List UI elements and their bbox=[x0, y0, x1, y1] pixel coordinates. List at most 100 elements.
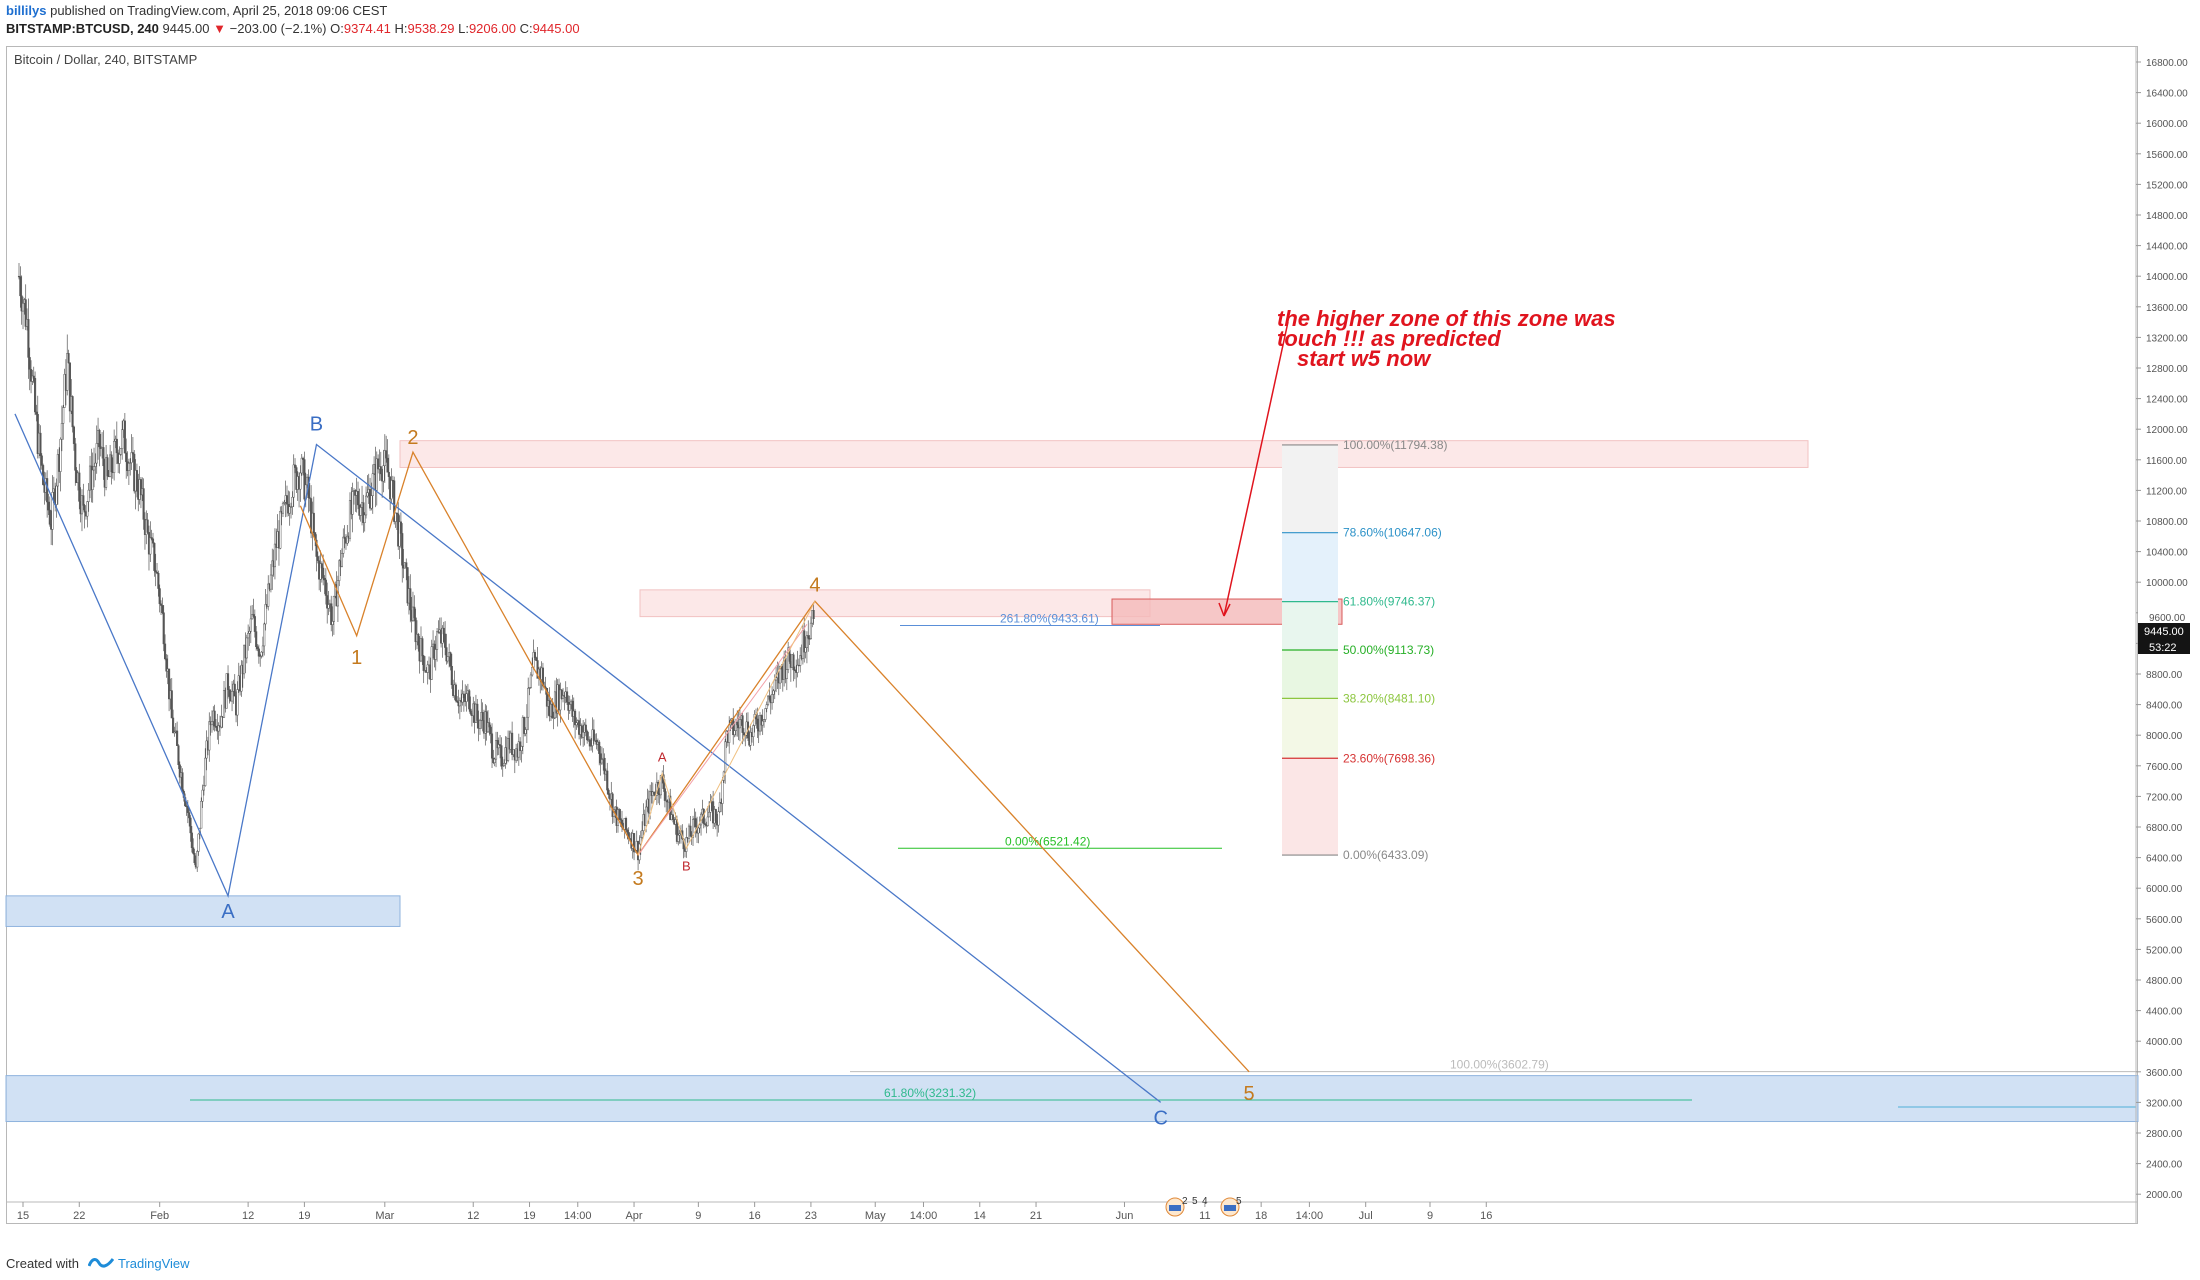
countdown-tag: 53:22 bbox=[2149, 642, 2177, 654]
candle bbox=[533, 652, 536, 658]
candle bbox=[322, 567, 325, 579]
x-tick-label: 19 bbox=[523, 1210, 535, 1222]
y-tick-label: 3600.00 bbox=[2146, 1068, 2183, 1079]
candle bbox=[417, 633, 420, 646]
symbol-label: BITSTAMP:BTCUSD, 240 bbox=[6, 21, 159, 36]
candle bbox=[213, 710, 216, 727]
candle bbox=[292, 464, 295, 498]
candle bbox=[430, 646, 433, 680]
candle bbox=[545, 688, 549, 707]
candle bbox=[413, 606, 416, 619]
annotation-layer: Bitcoin / Dollar, 240, BITSTAMP the high… bbox=[14, 52, 1616, 617]
candle bbox=[524, 729, 527, 734]
candle bbox=[159, 603, 163, 606]
last-price: 9445.00 bbox=[162, 21, 210, 36]
candle bbox=[493, 758, 496, 763]
candle bbox=[71, 396, 74, 428]
candle bbox=[456, 700, 459, 703]
candle bbox=[252, 614, 255, 617]
chart-title: Bitcoin / Dollar, 240, BITSTAMP bbox=[14, 52, 197, 67]
candle bbox=[571, 700, 574, 717]
ohlc-low: 9206.00 bbox=[468, 21, 516, 36]
candle bbox=[511, 732, 514, 755]
annotation-line-1: the higher zone of this zone was bbox=[1277, 306, 1616, 331]
fib-band bbox=[1282, 601, 1338, 650]
candle bbox=[575, 722, 578, 726]
candle bbox=[190, 832, 193, 848]
candle bbox=[406, 567, 409, 604]
candle bbox=[390, 479, 393, 500]
candle bbox=[189, 817, 192, 834]
candle bbox=[574, 710, 577, 726]
candle bbox=[409, 588, 412, 611]
candle bbox=[385, 450, 388, 459]
candle bbox=[785, 669, 788, 679]
author-link[interactable]: billilys bbox=[6, 3, 47, 18]
chart-frame[interactable] bbox=[6, 46, 2138, 1224]
wave-labels-layer: A B C 1 2 3 4 5 A B bbox=[221, 414, 1254, 1130]
candle bbox=[204, 757, 207, 786]
candle bbox=[809, 622, 812, 639]
candle bbox=[619, 818, 622, 821]
intermediate-wave-label: 1 bbox=[351, 647, 362, 669]
candle bbox=[434, 649, 437, 660]
down-arrow-icon: ▼ bbox=[213, 21, 227, 36]
candle bbox=[261, 645, 264, 653]
candle bbox=[342, 536, 345, 554]
candle bbox=[586, 731, 589, 741]
candle bbox=[481, 712, 484, 721]
candle bbox=[196, 851, 199, 868]
y-tick-label: 8400.00 bbox=[2146, 701, 2183, 712]
candle bbox=[450, 665, 453, 685]
minor-wave-line bbox=[637, 601, 816, 856]
candle bbox=[618, 809, 621, 819]
y-tick-label: 14800.00 bbox=[2146, 211, 2188, 222]
candle bbox=[607, 789, 610, 795]
y-tick-label: 8000.00 bbox=[2146, 731, 2183, 742]
candle bbox=[118, 454, 121, 464]
candle bbox=[153, 542, 156, 571]
candle bbox=[312, 512, 315, 533]
candle bbox=[753, 714, 756, 726]
candle bbox=[146, 519, 149, 533]
hidden-tick-label: 9600.00 bbox=[2149, 613, 2186, 624]
candle bbox=[168, 668, 171, 700]
candle bbox=[343, 536, 346, 539]
candle bbox=[351, 491, 354, 515]
candle bbox=[214, 725, 218, 728]
x-tick-label: 14:00 bbox=[564, 1210, 592, 1222]
candle bbox=[469, 708, 472, 714]
x-tick-label: 15 bbox=[17, 1210, 29, 1222]
candle bbox=[503, 762, 506, 767]
candle bbox=[129, 462, 132, 464]
candle bbox=[422, 655, 425, 671]
candle bbox=[66, 353, 69, 391]
footer: Created with TradingView bbox=[0, 1242, 2200, 1280]
candle bbox=[35, 411, 38, 415]
y-tick-label: 5200.00 bbox=[2146, 945, 2183, 956]
candle bbox=[154, 570, 157, 573]
candle bbox=[442, 627, 445, 635]
candle bbox=[264, 604, 267, 625]
fib-level-label: 38.20%(8481.10) bbox=[1343, 691, 1435, 705]
candle bbox=[273, 543, 276, 568]
candle bbox=[68, 362, 71, 412]
candle bbox=[752, 725, 755, 737]
fib-band bbox=[1282, 698, 1338, 759]
candle bbox=[260, 651, 263, 657]
candle bbox=[626, 829, 629, 833]
candle bbox=[316, 556, 319, 561]
candle bbox=[414, 617, 417, 643]
annotation-line-3: start w5 now bbox=[1297, 346, 1432, 371]
y-tick-label: 10800.00 bbox=[2146, 517, 2188, 528]
candle bbox=[288, 506, 291, 514]
candle bbox=[659, 775, 662, 796]
candle bbox=[201, 789, 204, 802]
y-tick-label: 12800.00 bbox=[2146, 364, 2188, 375]
y-tick-label: 6400.00 bbox=[2146, 854, 2183, 865]
candle bbox=[315, 539, 318, 557]
waves-layer bbox=[14, 413, 1250, 1103]
candle bbox=[62, 407, 65, 424]
tradingview-link[interactable]: TradingView bbox=[118, 1256, 190, 1271]
